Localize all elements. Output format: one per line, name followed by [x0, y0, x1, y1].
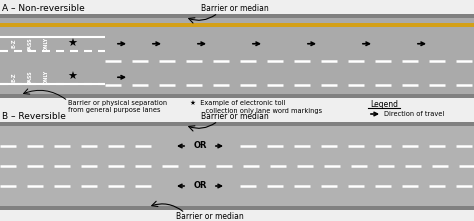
Text: ★: ★ — [67, 72, 77, 82]
Text: ONLY: ONLY — [44, 70, 48, 84]
Text: B – Reversible: B – Reversible — [2, 112, 66, 121]
Text: collection only lane word markings: collection only lane word markings — [197, 108, 322, 114]
Text: Barrier or physical separation
from general purpose lanes: Barrier or physical separation from gene… — [68, 100, 167, 113]
Text: ONLY: ONLY — [44, 37, 48, 51]
Text: ★: ★ — [67, 39, 77, 49]
Text: Barrier or median: Barrier or median — [201, 4, 269, 13]
Bar — [0, 23, 474, 27]
Text: OR: OR — [193, 141, 207, 151]
Bar — [0, 18, 474, 94]
Text: Legend: Legend — [370, 100, 398, 109]
Text: ★  Example of electronic toll: ★ Example of electronic toll — [190, 100, 285, 106]
Bar — [0, 206, 474, 210]
Bar — [0, 14, 474, 18]
Text: Barrier or median: Barrier or median — [201, 112, 269, 121]
Text: E-Z: E-Z — [11, 39, 17, 48]
Text: PASS: PASS — [27, 70, 33, 84]
Text: E-Z: E-Z — [11, 72, 17, 82]
Bar — [0, 94, 474, 98]
Bar — [0, 126, 474, 206]
Text: A – Non-reversible: A – Non-reversible — [2, 4, 85, 13]
Text: Barrier or median: Barrier or median — [176, 212, 244, 221]
Bar — [0, 122, 474, 126]
Text: PASS: PASS — [27, 37, 33, 51]
Text: OR: OR — [193, 181, 207, 191]
Text: Direction of travel: Direction of travel — [384, 111, 444, 117]
